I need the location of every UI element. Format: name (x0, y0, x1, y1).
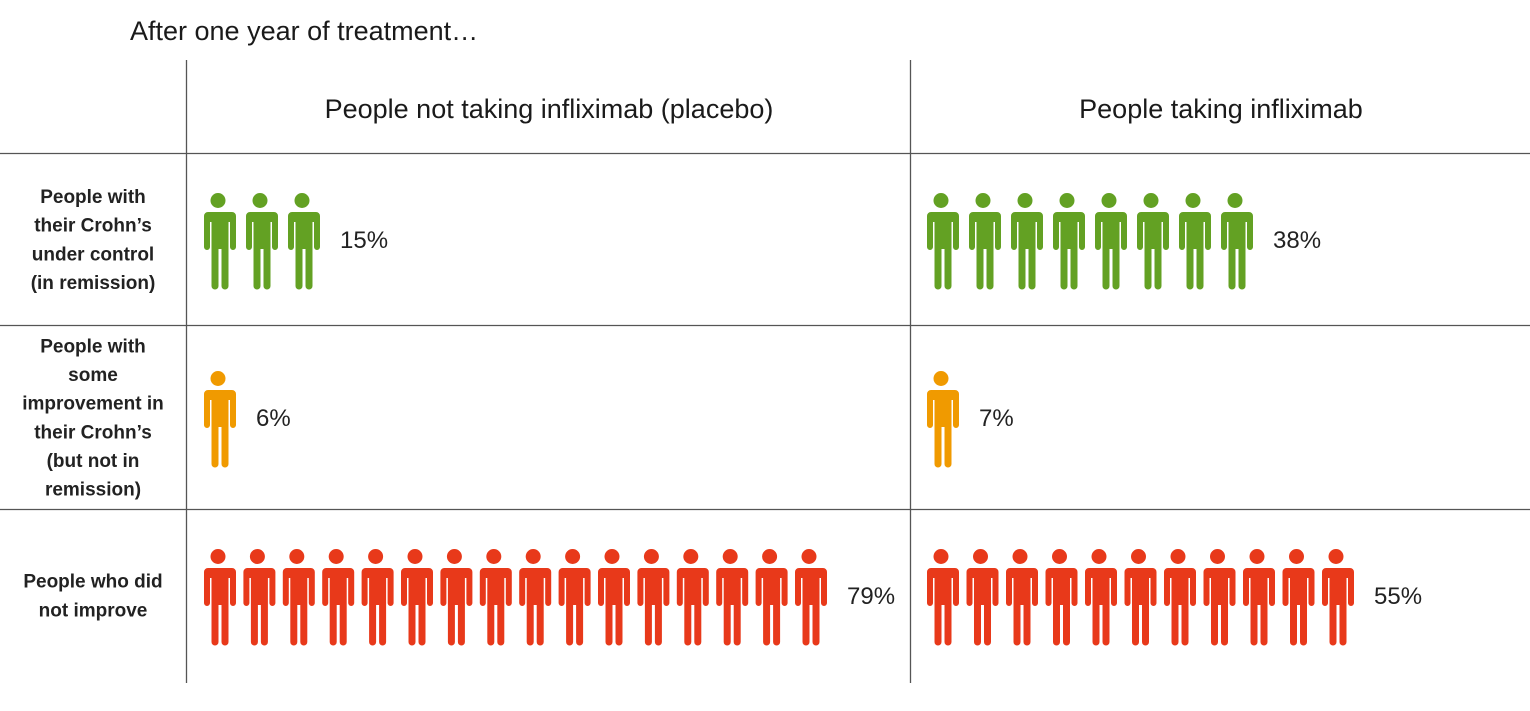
person-icon (598, 549, 630, 646)
person-icon (440, 549, 473, 646)
person-icon (204, 549, 236, 646)
person-icon (401, 549, 433, 646)
person-icon (288, 193, 320, 290)
value-label-remission-infliximab: 38% (1273, 227, 1321, 254)
person-icon (927, 549, 959, 646)
person-icon (1085, 549, 1117, 646)
row-label-no_improvement: People who did not improve (23, 572, 162, 622)
person-icon (246, 193, 278, 290)
person-icon (795, 549, 827, 646)
person-icon (519, 549, 552, 646)
person-icon (637, 549, 670, 646)
value-label-improvement-placebo: 6% (256, 405, 291, 432)
person-icon (927, 371, 959, 468)
row-label-remission: People with their Crohn’s under control (in… (31, 187, 156, 294)
icon-row-remission-infliximab (927, 193, 1253, 290)
person-icon (1006, 549, 1038, 646)
chart-marks: 15% 6% 79% 38% 7% 55% (204, 193, 1422, 646)
person-icon (243, 549, 276, 646)
person-icon (1322, 549, 1354, 646)
person-icon (1282, 549, 1315, 646)
person-icon (927, 193, 959, 290)
person-icon (1243, 549, 1275, 646)
icon-row-no_improvement-infliximab (927, 549, 1354, 646)
person-icon (966, 549, 999, 646)
person-icon (204, 193, 236, 290)
person-icon (1137, 193, 1169, 290)
table-grid (0, 60, 1530, 683)
column-headers: People not taking infliximab (placebo) Pe… (325, 94, 1363, 124)
person-icon (1045, 549, 1078, 646)
value-label-remission-placebo: 15% (340, 227, 388, 254)
person-icon (1164, 549, 1196, 646)
row-labels: People with their Crohn’s under control (in… (22, 187, 163, 621)
person-icon (558, 549, 591, 646)
value-label-no_improvement-placebo: 79% (847, 583, 895, 610)
icon-row-no_improvement-placebo (204, 549, 827, 646)
row-label-improvement: People with some improvement in their Crohn… (22, 337, 163, 501)
person-icon (1124, 549, 1157, 646)
person-icon (1203, 549, 1236, 646)
column-header-infliximab: People taking infliximab (1079, 94, 1363, 124)
person-icon (1221, 193, 1253, 290)
column-header-placebo: People not taking infliximab (placebo) (325, 94, 774, 124)
person-icon (755, 549, 788, 646)
icon-row-improvement-infliximab (927, 371, 959, 468)
person-icon (204, 371, 236, 468)
person-icon (676, 549, 709, 646)
person-icon (1011, 193, 1043, 290)
icon-row-remission-placebo (204, 193, 320, 290)
person-icon (1095, 193, 1127, 290)
value-label-no_improvement-infliximab: 55% (1374, 583, 1422, 610)
person-icon (322, 549, 355, 646)
person-icon (716, 549, 749, 646)
icon-row-improvement-placebo (204, 371, 236, 468)
person-icon (282, 549, 315, 646)
person-icon (479, 549, 512, 646)
value-label-improvement-infliximab: 7% (979, 405, 1014, 432)
person-icon (361, 549, 394, 646)
chart-title: After one year of treatment… (130, 16, 479, 46)
person-icon (1053, 193, 1085, 290)
person-icon (969, 193, 1001, 290)
person-icon (1179, 193, 1211, 290)
